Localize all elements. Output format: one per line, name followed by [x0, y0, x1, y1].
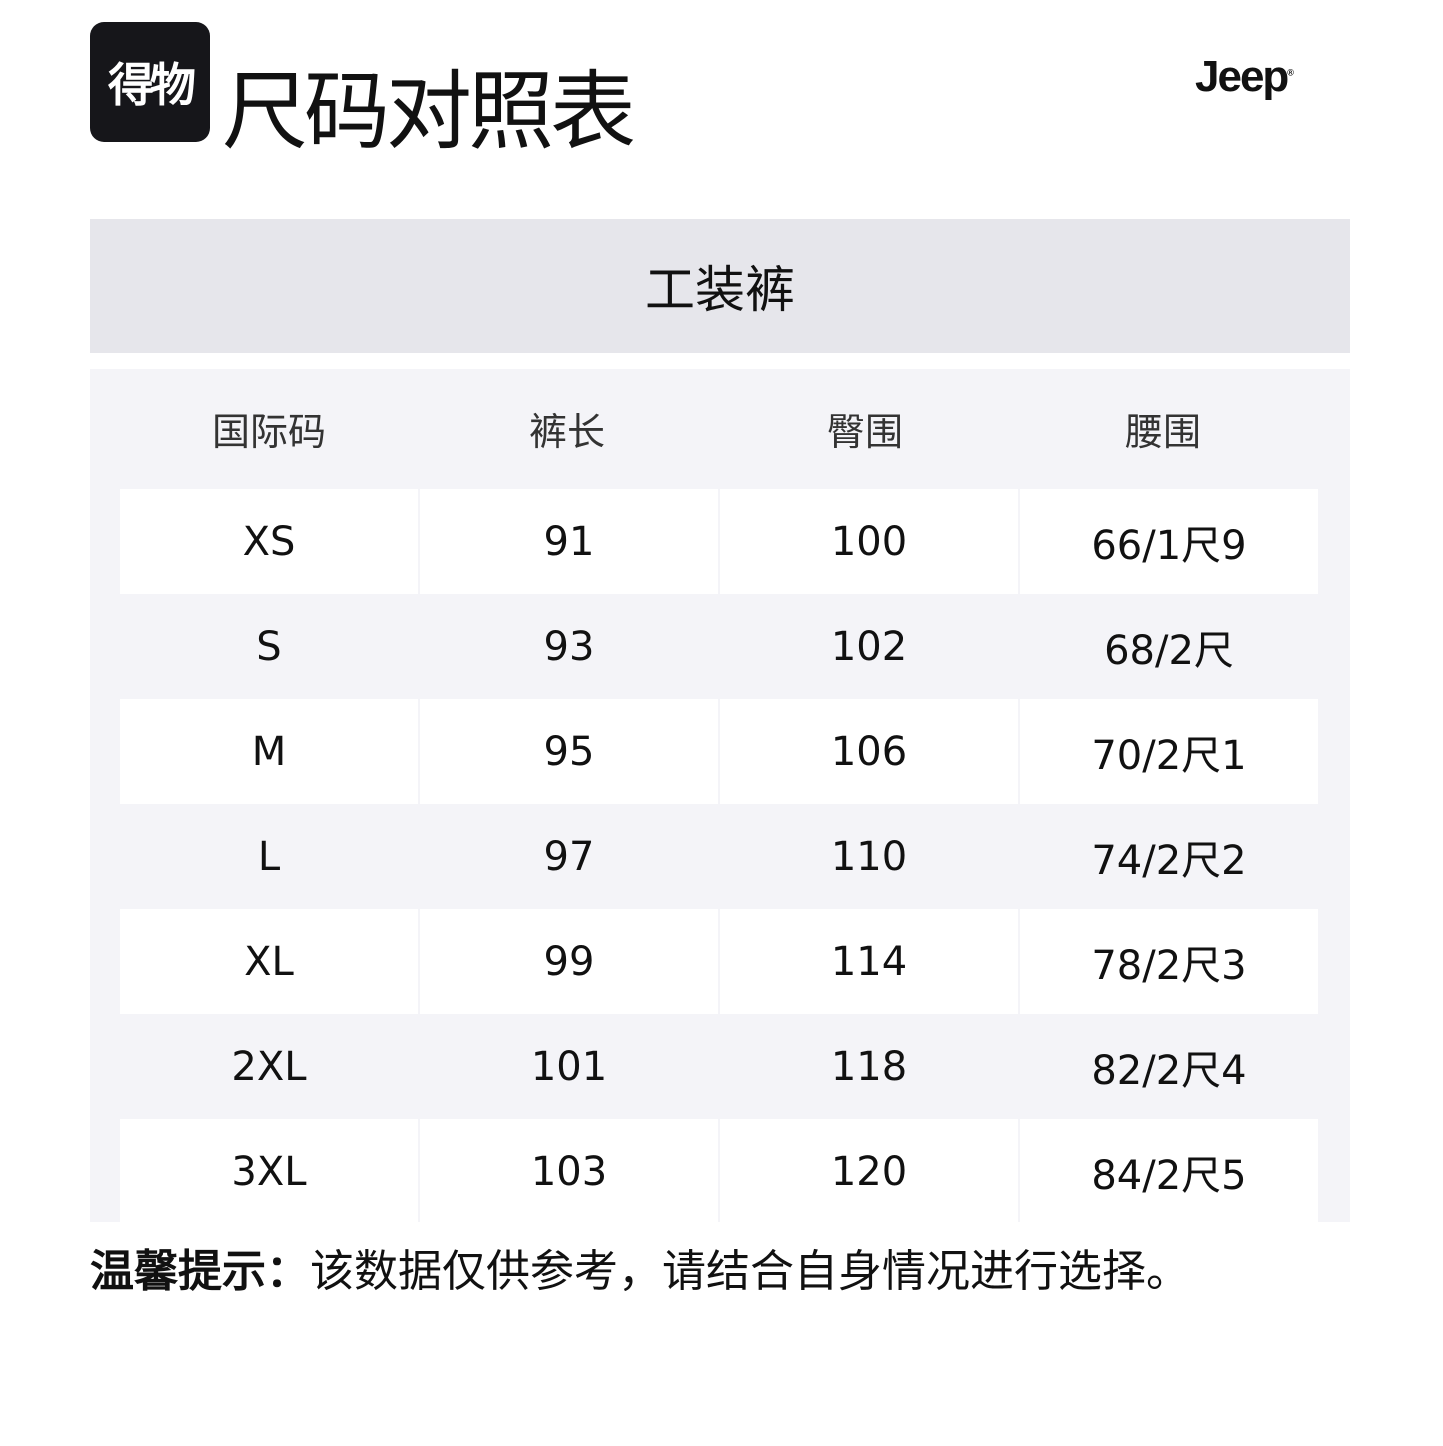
table-cell: 78/2尺3 [1020, 909, 1318, 1014]
table-cell: 95 [420, 699, 718, 804]
header-cell: 国际码 [211, 409, 326, 454]
size-table: 国际码 裤长 臀围 腰围 XS 91 100 66/1尺9 S 93 102 68/2尺 M 95… [90, 369, 1350, 1222]
table-cell: 106 [720, 699, 1018, 804]
table-header: 国际码 裤长 臀围 腰围 [120, 369, 1312, 487]
table-row: 2XL 101 118 82/2尺4 [120, 1014, 1320, 1119]
table-cell: 66/1尺9 [1020, 489, 1318, 594]
table-cell: 120 [720, 1119, 1018, 1222]
tip-text: 该数据仅供参考，请结合自身情况进行选择。 [310, 1246, 1190, 1297]
tip-label: 温馨提示： [90, 1246, 310, 1297]
table-row: XL 99 114 78/2尺3 [120, 909, 1320, 1014]
jeep-logo: Jeep® [1195, 52, 1294, 101]
header-cell: 裤长 [528, 409, 605, 454]
table-cell: L [257, 833, 281, 880]
header-cell: 臀围 [826, 409, 903, 454]
table-cell: 2XL [231, 1043, 307, 1090]
table-cell: XL [120, 909, 418, 1014]
table-cell: 110 [830, 833, 908, 880]
table-cell: 102 [830, 623, 908, 670]
table-cell: 82/2尺4 [1091, 1047, 1247, 1094]
table-cell: 101 [530, 1043, 608, 1090]
table-cell: 84/2尺5 [1020, 1119, 1318, 1222]
dewu-logo: 得物 [90, 22, 210, 142]
table-cell: 99 [420, 909, 718, 1014]
table-cell: 68/2尺 [1104, 627, 1234, 674]
brand-name: Jeep [1195, 52, 1289, 101]
table-row: S 93 102 68/2尺 [120, 594, 1320, 699]
table-cell: 91 [420, 489, 718, 594]
table-row: XS 91 100 66/1尺9 [120, 489, 1320, 594]
table-cell: 74/2尺2 [1091, 837, 1247, 884]
table-cell: 70/2尺1 [1020, 699, 1318, 804]
table-row: M 95 106 70/2尺1 [120, 699, 1320, 804]
table-cell: 93 [543, 623, 595, 670]
table-cell: 97 [543, 833, 595, 880]
table-cell: M [120, 699, 418, 804]
table-cell: 103 [420, 1119, 718, 1222]
table-row: L 97 110 74/2尺2 [120, 804, 1320, 909]
table-row: 3XL 103 120 84/2尺5 [120, 1119, 1320, 1222]
table-cell: S [256, 623, 282, 670]
table-cell: XS [120, 489, 418, 594]
table-cell: 118 [830, 1043, 908, 1090]
tip-note: 温馨提示：该数据仅供参考，请结合自身情况进行选择。 [90, 1240, 1190, 1304]
header-cell: 腰围 [1124, 409, 1201, 454]
table-cell: 100 [720, 489, 1018, 594]
category-title: 工装裤 [90, 219, 1350, 353]
table-cell: 3XL [120, 1119, 418, 1222]
page-title: 尺码对照表 [222, 62, 636, 162]
table-cell: 114 [720, 909, 1018, 1014]
